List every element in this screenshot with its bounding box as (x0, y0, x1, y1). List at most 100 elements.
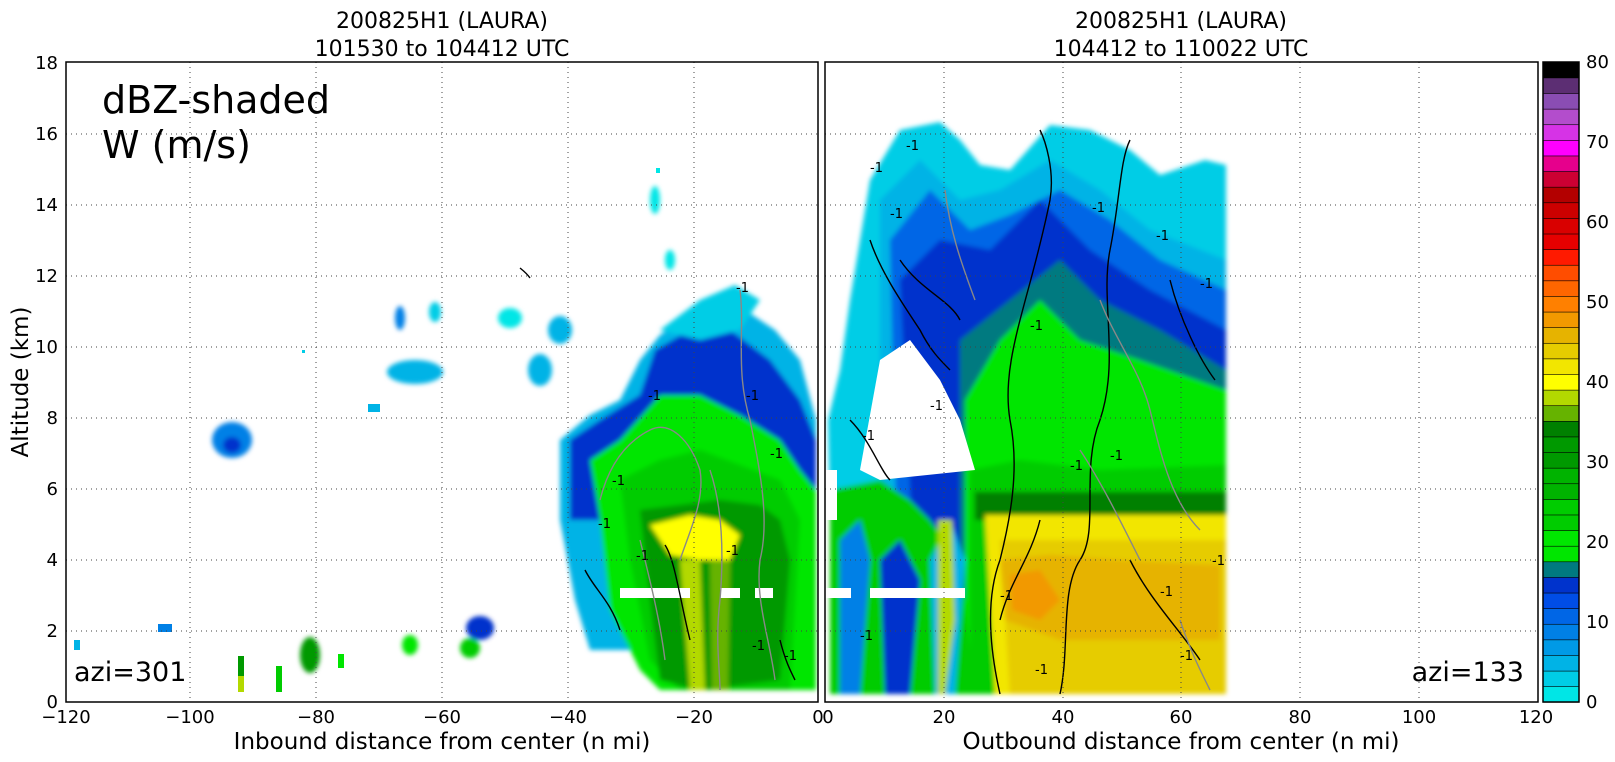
left-contour-labels: -1 -1 -1 -1 -1 -1 -1 -1 -1 -1 (598, 281, 797, 664)
left-x-tick-labels: −120 −100 −80 −60 −40 −20 0 (41, 707, 823, 728)
contour-label: -1 (1200, 277, 1213, 292)
y-tick-label: 12 (35, 266, 58, 287)
colorbar-cell (1542, 420, 1580, 438)
colorbar-cell (1542, 498, 1580, 516)
x-tick-label: −20 (675, 707, 713, 728)
contour-label: -1 (648, 389, 661, 404)
colorbar-cell (1542, 186, 1580, 204)
y-axis-label: Altitude (km) (8, 307, 34, 458)
colorbar-tick-label: 60 (1586, 212, 1609, 233)
colorbar-tick-label: 50 (1586, 292, 1609, 313)
colorbar-cell (1542, 280, 1580, 297)
colorbar-cell (1542, 155, 1580, 172)
x-tick-label: 100 (1402, 707, 1436, 728)
colorbar-cell (1542, 670, 1580, 687)
colorbar-cell (1542, 576, 1580, 594)
colorbar-cell (1542, 249, 1580, 266)
colorbar-cell (1542, 639, 1580, 656)
contour-label: -1 (1070, 459, 1083, 474)
y-tick-label: 4 (47, 550, 58, 571)
colorbar: 0 10 20 30 40 50 60 70 80 (1542, 52, 1609, 713)
y-tick-label: 16 (35, 124, 58, 145)
contour-label: -1 (1000, 589, 1013, 604)
colorbar-cell (1542, 327, 1580, 344)
colorbar-cell (1542, 170, 1580, 188)
x-tick-label: 0 (822, 707, 833, 728)
colorbar-tick-label: 70 (1586, 132, 1609, 153)
contour-label: -1 (862, 429, 875, 444)
colorbar-frame (1542, 61, 1580, 703)
colorbar-tick-labels: 0 10 20 30 40 50 60 70 80 (1586, 52, 1609, 713)
x-tick-label: −80 (297, 707, 335, 728)
colorbar-tick-label: 40 (1586, 372, 1609, 393)
colorbar-cell (1542, 217, 1580, 235)
colorbar-cell (1542, 592, 1580, 609)
right-panel: 200825H1 (LAURA) 104412 to 110022 UTC (822, 9, 1553, 755)
x-tick-label: 40 (1052, 707, 1075, 728)
colorbar-cell (1542, 139, 1580, 157)
colorbar-cell (1542, 654, 1580, 672)
y-tick-label: 18 (35, 53, 58, 74)
contour-label: -1 (1156, 229, 1169, 244)
contour-label: -1 (1212, 554, 1225, 569)
contour-label: -1 (598, 517, 611, 532)
colorbar-cell (1542, 561, 1580, 578)
colorbar-cell (1542, 373, 1580, 391)
colorbar-cell (1542, 92, 1580, 110)
colorbar-cell (1542, 233, 1580, 250)
left-title-line2: 101530 to 104412 UTC (315, 37, 570, 62)
x-tick-label: −40 (549, 707, 587, 728)
contour-label: -1 (1110, 449, 1123, 464)
colorbar-cell (1542, 61, 1580, 79)
contour-label: -1 (770, 447, 783, 462)
right-x-axis-label: Outbound distance from center (n mi) (963, 729, 1400, 755)
colorbar-cell (1542, 608, 1580, 625)
colorbar-cell (1542, 405, 1580, 422)
colorbar-cell (1542, 436, 1580, 453)
contour-label: -1 (784, 649, 797, 664)
right-grid (825, 62, 1538, 702)
y-tick-label: 0 (47, 692, 58, 713)
contour-label: -1 (1030, 319, 1043, 334)
colorbar-cell (1542, 358, 1580, 375)
colorbar-cell (1542, 623, 1580, 641)
left-panel: 200825H1 (LAURA) 101530 to 104412 UTC (8, 9, 824, 755)
y-tick-label: 2 (47, 621, 58, 642)
colorbar-cell (1542, 686, 1580, 703)
y-tick-label: 10 (35, 337, 58, 358)
colorbar-cell (1542, 545, 1580, 563)
contour-label: -1 (870, 161, 883, 176)
contour-label: -1 (1092, 201, 1105, 216)
colorbar-tick-label: 30 (1586, 452, 1609, 473)
colorbar-cells (1542, 61, 1580, 703)
right-title-line2: 104412 to 110022 UTC (1054, 37, 1309, 62)
left-echo-field: -1 -1 -1 -1 -1 -1 -1 -1 -1 -1 (74, 168, 816, 692)
left-x-axis-label: Inbound distance from center (n mi) (234, 729, 651, 755)
colorbar-cell (1542, 124, 1580, 141)
right-azi-label: azi=133 (1412, 657, 1524, 688)
right-echo-field: -1 -1 -1 -1 -1 -1 -1 -1 -1 -1 -1 -1 -1 -… (825, 122, 1226, 695)
contour-label: -1 (1180, 649, 1193, 664)
annotation-dbz-shaded: dBZ-shaded (102, 78, 330, 122)
x-tick-label: −60 (423, 707, 461, 728)
colorbar-cell (1542, 529, 1580, 547)
contour-label: -1 (752, 639, 765, 654)
x-tick-label: 0 (812, 707, 823, 728)
right-x-tick-labels: 0 20 40 60 80 100 120 (822, 707, 1553, 728)
contour-label: -1 (746, 389, 759, 404)
contour-label: -1 (736, 281, 749, 296)
left-azi-label: azi=301 (74, 657, 186, 688)
contour-label: -1 (890, 207, 903, 222)
contour-label: -1 (930, 399, 943, 414)
annotation-w: W (m/s) (102, 123, 251, 167)
colorbar-cell (1542, 483, 1580, 500)
x-tick-label: 80 (1289, 707, 1312, 728)
colorbar-cell (1542, 389, 1580, 407)
colorbar-tick-label: 0 (1586, 692, 1597, 713)
right-contour-labels: -1 -1 -1 -1 -1 -1 -1 -1 -1 -1 -1 -1 -1 -… (860, 139, 1225, 678)
contour-label: -1 (612, 474, 625, 489)
left-title-line1: 200825H1 (LAURA) (336, 9, 548, 34)
contour-label: -1 (860, 629, 873, 644)
colorbar-cell (1542, 77, 1580, 94)
y-tick-label: 6 (47, 479, 58, 500)
